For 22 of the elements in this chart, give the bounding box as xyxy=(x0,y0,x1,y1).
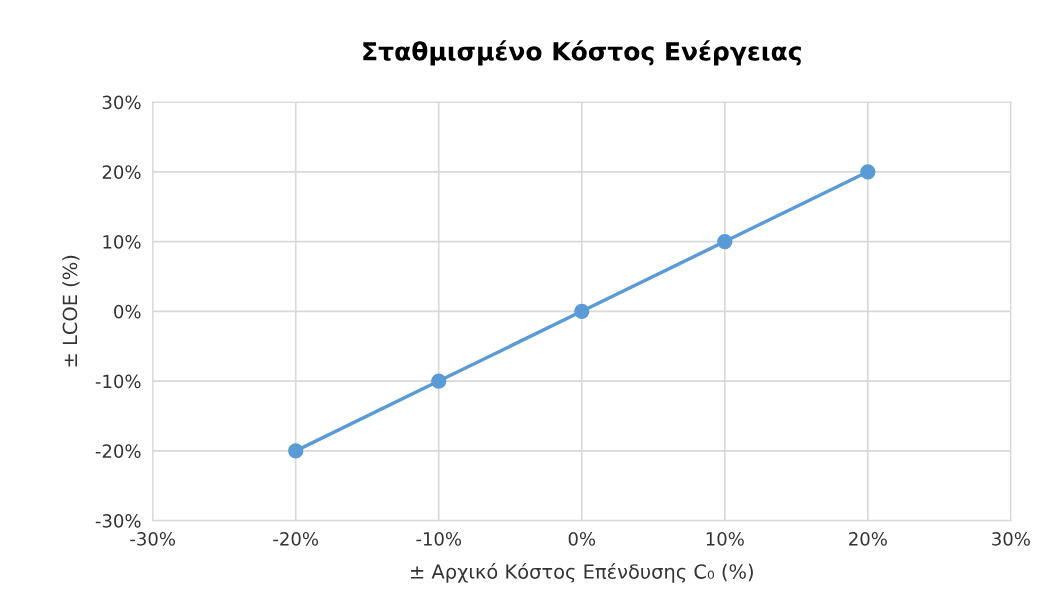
point xyxy=(288,443,304,459)
y-tick-label: -30% xyxy=(95,514,141,528)
point xyxy=(431,373,447,389)
point xyxy=(860,164,876,180)
point xyxy=(574,303,590,319)
point xyxy=(717,233,733,250)
x-axis-title: ± Αρχικό Κόστος Επένδυσης C₀ (%) xyxy=(411,563,753,583)
x-tick-label: 0% xyxy=(568,532,596,546)
y-tick-label: 10% xyxy=(103,235,141,249)
x-tick-label: 10% xyxy=(706,532,744,546)
y-tick-label: 0% xyxy=(114,304,141,319)
x-tick-label: -30% xyxy=(130,532,176,546)
chart-title: Σταθμισμένο Κόστος Ενέργειας xyxy=(363,40,801,66)
y-tick-label: -10% xyxy=(95,374,141,389)
x-tick-label: -20% xyxy=(273,532,319,546)
y-tick-label: 20% xyxy=(102,165,141,179)
x-tick-label: -10% xyxy=(416,532,462,546)
y-tick-label: 30% xyxy=(102,95,141,110)
y-axis-title: ± LCOE (%) xyxy=(62,255,80,367)
x-tick-label: 20% xyxy=(849,532,887,546)
x-tick-label: 30% xyxy=(992,532,1030,546)
y-tick-label: -20% xyxy=(95,444,141,458)
